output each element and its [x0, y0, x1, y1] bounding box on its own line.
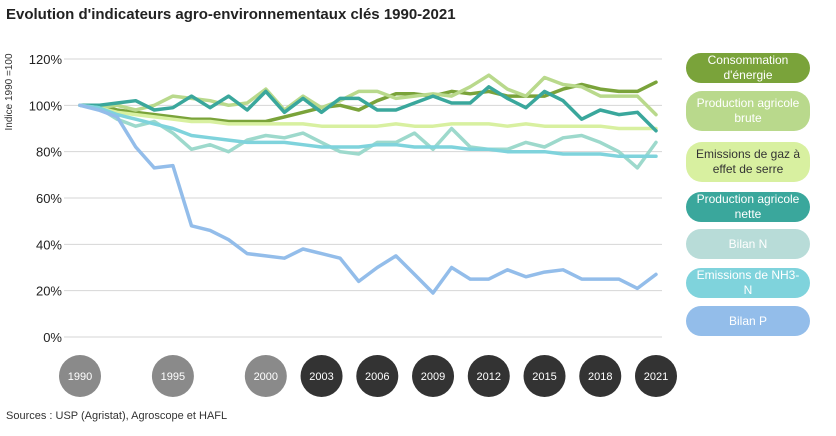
x-tick-label: 2012 [477, 371, 501, 383]
series-line [78, 103, 658, 159]
x-tick-label: 2018 [588, 371, 612, 383]
legend-item-energie: Consommation d'énergie [686, 53, 810, 83]
x-tick-label: 2003 [309, 371, 333, 383]
y-axis-label: Indice 1990 =100 [4, 53, 15, 130]
x-tick-label: 2015 [532, 371, 556, 383]
x-tick-circle [244, 355, 287, 397]
y-tick-label: 60% [36, 191, 62, 206]
y-tick-label: 20% [36, 284, 62, 299]
legend-item-gaz-effet-serre: Emissions de gaz à effet de serre [686, 142, 810, 182]
x-tick-label: 2000 [254, 371, 278, 383]
x-tick-circle [151, 355, 194, 397]
x-tick-circle [59, 355, 101, 397]
x-tick-label: 2006 [365, 371, 389, 383]
x-tick-label: 2021 [644, 371, 668, 383]
x-tick-circle [467, 355, 510, 397]
legend-item-bilan-p: Bilan P [686, 306, 810, 336]
series-line [78, 85, 658, 133]
series-line [78, 103, 658, 131]
x-tick-circle [523, 355, 566, 397]
x-tick-circle [635, 355, 677, 397]
x-tick-circle [579, 355, 622, 397]
x-tick-label: 1990 [68, 371, 92, 383]
x-tick-circle [356, 355, 399, 397]
x-tick-label: 2009 [421, 371, 445, 383]
series-line [78, 80, 658, 124]
legend-item-production-brute: Production agricole brute [686, 91, 810, 131]
y-tick-label: 0% [43, 330, 62, 345]
x-tick-circle [412, 355, 455, 397]
y-tick-label: 120% [29, 52, 63, 67]
series-line [78, 73, 658, 117]
chart-title: Evolution d'indicateurs agro-environneme… [6, 6, 456, 23]
y-tick-label: 40% [36, 237, 62, 252]
y-tick-label: 100% [29, 98, 63, 113]
y-tick-label: 80% [36, 145, 62, 160]
source-note: Sources : USP (Agristat), Agroscope et H… [6, 410, 228, 422]
x-tick-circle [300, 355, 343, 397]
x-tick-label: 1995 [161, 371, 185, 383]
legend-item-bilan-n: Bilan N [686, 229, 810, 259]
legend-item-nh3: Emissions de NH3-N [686, 268, 810, 298]
series-line [78, 103, 658, 170]
series-line [78, 103, 658, 295]
legend-item-production-nette: Production agricole nette [686, 192, 810, 222]
